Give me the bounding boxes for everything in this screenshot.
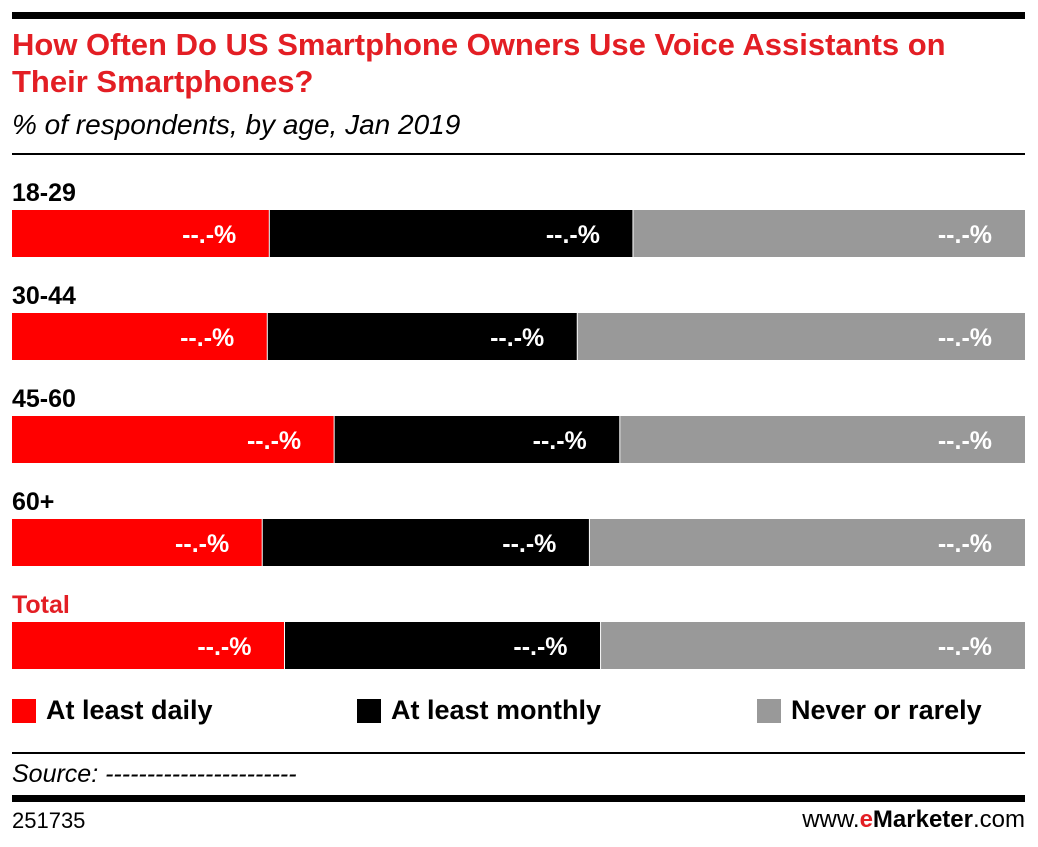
- segment-divider: [261, 519, 263, 566]
- data-label-30-44-at-least-monthly: --.-%: [490, 324, 544, 352]
- category-label-18-29: 18-29: [12, 179, 76, 207]
- brand-prefix: www.: [802, 806, 860, 833]
- bar-60-at-least-daily: [12, 519, 263, 566]
- segment-divider: [600, 622, 602, 669]
- segment-divider: [588, 519, 590, 566]
- segment-divider: [268, 210, 270, 257]
- legend-swatch-monthly: [357, 698, 381, 723]
- legend-item-daily: At least daily: [12, 695, 213, 726]
- data-label-18-29-never-or-rarely: --.-%: [938, 221, 992, 249]
- header-divider: [12, 153, 1025, 155]
- bar-45-60-at-least-monthly: [334, 416, 620, 463]
- data-label-45-60-never-or-rarely: --.-%: [938, 427, 992, 455]
- footer-rule: [12, 795, 1025, 802]
- data-label-total-never-or-rarely: --.-%: [938, 633, 992, 661]
- bar-total-never-or-rarely: [600, 622, 1025, 669]
- legend-swatch-daily: [12, 698, 36, 723]
- data-label-60-at-least-monthly: --.-%: [502, 530, 556, 558]
- segment-divider: [576, 313, 578, 360]
- segment-divider: [266, 313, 268, 360]
- bar-45-60-never-or-rarely: [619, 416, 1025, 463]
- stacked-bar-chart: 18-29 --.-% --.-% --.-% 30-44 --.-% --.-% --.-%…: [12, 179, 1025, 669]
- data-label-18-29-at-least-daily: --.-%: [182, 221, 236, 249]
- source-note: Source: -----------------------: [12, 760, 297, 788]
- data-label-18-29-at-least-monthly: --.-%: [546, 221, 600, 249]
- brand-name: Marketer: [872, 806, 973, 833]
- bar-60-never-or-rarely: [589, 519, 1025, 566]
- bar-45-60-at-least-daily: [12, 416, 335, 463]
- category-label-60: 60+: [12, 488, 54, 516]
- category-label-total: Total: [12, 591, 70, 619]
- brand-logo[interactable]: www.eMarketer.com: [802, 806, 1025, 834]
- bar-18-29-at-least-monthly: [269, 210, 633, 257]
- legend-item-never: Never or rarely: [757, 695, 982, 726]
- bar-30-44-at-least-daily: [12, 313, 268, 360]
- chart-id: 251735: [12, 808, 86, 833]
- category-label-30-44: 30-44: [12, 282, 76, 310]
- legend-label-daily: At least daily: [46, 695, 213, 725]
- bar-30-44-never-or-rarely: [577, 313, 1025, 360]
- data-label-45-60-at-least-daily: --.-%: [247, 427, 301, 455]
- segment-divider: [333, 416, 335, 463]
- category-label-45-60: 45-60: [12, 385, 76, 413]
- data-label-60-never-or-rarely: --.-%: [938, 530, 992, 558]
- bar-60-at-least-monthly: [262, 519, 590, 566]
- bar-total-at-least-daily: [12, 622, 285, 669]
- data-label-60-at-least-daily: --.-%: [175, 530, 229, 558]
- brand-suffix: .com: [972, 806, 1025, 833]
- bar-18-29-never-or-rarely: [632, 210, 1025, 257]
- data-label-30-44-never-or-rarely: --.-%: [938, 324, 992, 352]
- data-label-45-60-at-least-monthly: --.-%: [533, 427, 587, 455]
- chart-subtitle: % of respondents, by age, Jan 2019: [12, 109, 461, 140]
- segment-divider: [619, 416, 621, 463]
- legend-label-monthly: At least monthly: [391, 695, 602, 725]
- bar-total-at-least-monthly: [284, 622, 601, 669]
- legend-divider: [12, 752, 1025, 754]
- data-label-30-44-at-least-daily: --.-%: [180, 324, 234, 352]
- top-rule: [12, 12, 1025, 19]
- data-label-total-at-least-daily: --.-%: [197, 633, 251, 661]
- bar-30-44-at-least-monthly: [267, 313, 578, 360]
- data-label-total-at-least-monthly: --.-%: [513, 633, 567, 661]
- bar-18-29-at-least-daily: [12, 210, 270, 257]
- brand-e: e: [859, 806, 873, 833]
- legend-swatch-never: [757, 698, 781, 723]
- segment-divider: [632, 210, 634, 257]
- segment-divider: [283, 622, 285, 669]
- legend-label-never: Never or rarely: [791, 695, 982, 725]
- legend-item-monthly: At least monthly: [357, 695, 601, 726]
- chart-title: How Often Do US Smartphone Owners Use Vo…: [12, 27, 946, 99]
